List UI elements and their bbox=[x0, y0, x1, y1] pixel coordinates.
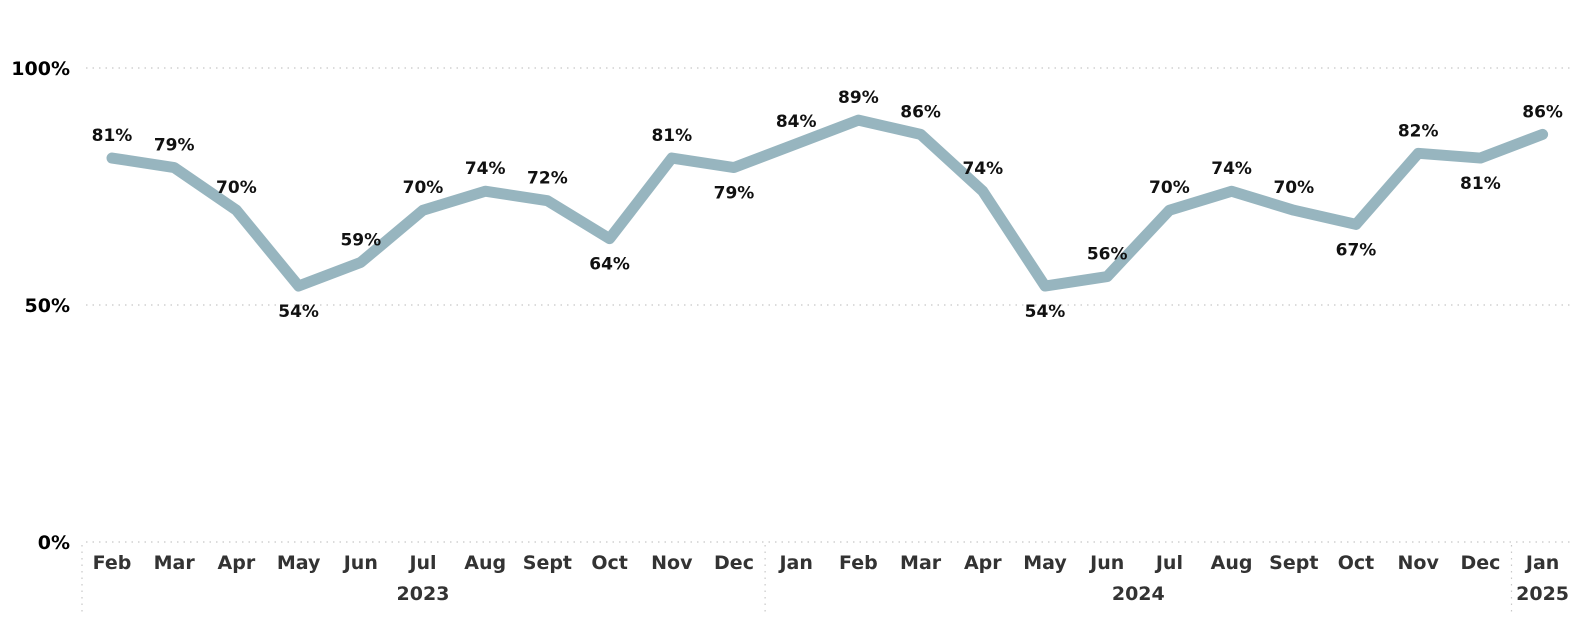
series-line-path bbox=[106, 114, 1549, 292]
data-label: 70% bbox=[1273, 178, 1314, 198]
x-tick-label: Sept bbox=[523, 552, 572, 574]
x-tick-label: Sept bbox=[1269, 552, 1318, 574]
year-label: 2024 bbox=[1112, 583, 1165, 605]
data-label: 74% bbox=[962, 159, 1003, 179]
x-tick-label: Nov bbox=[651, 552, 693, 574]
x-tick-label: Oct bbox=[1338, 552, 1375, 574]
data-label: 79% bbox=[714, 184, 755, 204]
x-tick-label: May bbox=[277, 552, 321, 574]
data-label: 67% bbox=[1336, 240, 1377, 260]
data-label: 74% bbox=[1211, 159, 1252, 179]
y-tick-label: 100% bbox=[11, 58, 70, 80]
data-label: 84% bbox=[776, 112, 817, 132]
data-label: 54% bbox=[278, 302, 319, 322]
data-label: 70% bbox=[1149, 178, 1190, 198]
x-tick-label: Aug bbox=[464, 552, 506, 574]
data-label: 89% bbox=[838, 88, 879, 108]
data-label: 56% bbox=[1087, 245, 1128, 265]
data-label: 81% bbox=[651, 126, 692, 146]
data-label: 64% bbox=[589, 255, 630, 275]
data-label: 70% bbox=[216, 178, 257, 198]
data-label: 74% bbox=[465, 159, 506, 179]
gridlines bbox=[86, 67, 1570, 543]
data-label: 86% bbox=[1522, 102, 1563, 122]
data-label: 54% bbox=[1025, 302, 1066, 322]
x-tick-label: Feb bbox=[93, 552, 132, 574]
data-label: 81% bbox=[1460, 174, 1501, 194]
x-tick-label: Dec bbox=[1460, 552, 1500, 574]
x-tick-label: Nov bbox=[1398, 552, 1440, 574]
year-label: 2025 bbox=[1516, 583, 1569, 605]
x-tick-label: Mar bbox=[900, 552, 942, 574]
data-label: 72% bbox=[527, 169, 568, 189]
y-tick-label: 0% bbox=[38, 532, 70, 554]
x-axis: Feb Mar Apr May Jun Jul Aug Sept Oct Nov Dec Jan Feb… bbox=[81, 545, 1569, 612]
x-tick-label: May bbox=[1023, 552, 1067, 574]
data-label: 70% bbox=[403, 178, 444, 198]
data-labels: 81% 79% 70% 54% 59% 70% 74% 72% 64% 81% 79% 84% 89% 8… bbox=[92, 88, 1563, 322]
x-tick-label: Apr bbox=[964, 552, 1002, 574]
x-tick-label: Jul bbox=[407, 552, 436, 574]
x-tick-label: Jun bbox=[342, 552, 378, 574]
x-tick-label: Apr bbox=[218, 552, 256, 574]
x-tick-label: Jan bbox=[777, 552, 812, 574]
data-label: 82% bbox=[1398, 121, 1439, 141]
x-tick-label: Aug bbox=[1211, 552, 1253, 574]
series-line bbox=[106, 114, 1549, 292]
y-axis: 0% 50% 100% bbox=[11, 58, 70, 554]
data-label: 86% bbox=[900, 102, 941, 122]
x-tick-label: Feb bbox=[839, 552, 878, 574]
x-tick-label: Jun bbox=[1088, 552, 1124, 574]
x-tick-label: Jan bbox=[1524, 552, 1559, 574]
x-tick-label: Oct bbox=[591, 552, 628, 574]
x-tick-label: Mar bbox=[154, 552, 196, 574]
data-label: 79% bbox=[154, 136, 195, 156]
data-label: 59% bbox=[340, 230, 381, 250]
y-tick-label: 50% bbox=[25, 295, 70, 317]
year-label: 2023 bbox=[397, 583, 450, 605]
data-label: 81% bbox=[92, 126, 133, 146]
x-tick-label: Dec bbox=[714, 552, 754, 574]
x-tick-label: Jul bbox=[1154, 552, 1183, 574]
